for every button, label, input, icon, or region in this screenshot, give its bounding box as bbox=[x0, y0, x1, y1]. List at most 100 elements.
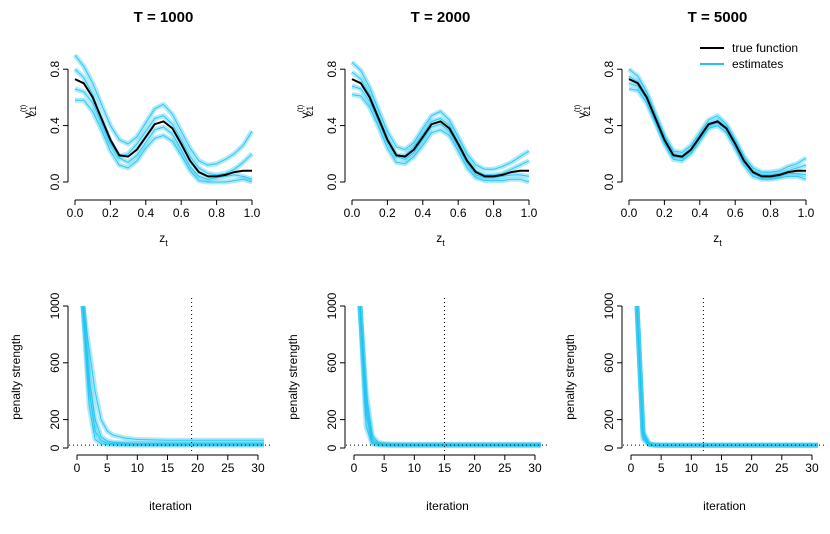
y-axis-label-base: γ bbox=[298, 112, 312, 118]
y-tick-label: 0 bbox=[325, 444, 339, 451]
y-axis-label-sup: (t) bbox=[573, 104, 582, 112]
x-tick-label: 1.0 bbox=[521, 206, 538, 220]
estimate-band bbox=[73, 53, 255, 168]
y-tick-label: 200 bbox=[325, 409, 339, 429]
x-axis-label: iteration bbox=[703, 499, 746, 513]
x-tick-label: 0.8 bbox=[208, 206, 225, 220]
y-axis-label-base: γ bbox=[575, 112, 589, 118]
true-line bbox=[351, 78, 529, 178]
x-tick-label: 1.0 bbox=[798, 206, 815, 220]
estimate-band bbox=[634, 305, 818, 448]
estimate-band bbox=[634, 305, 818, 448]
estimate-line bbox=[628, 82, 807, 179]
y-axis-label: penalty strength bbox=[9, 334, 23, 419]
x-axis-label: zt bbox=[713, 231, 722, 248]
x-tick-label: 20 bbox=[191, 461, 205, 475]
x-tick-label: 0.8 bbox=[762, 206, 779, 220]
x-axis-label: zt bbox=[436, 231, 445, 248]
y-tick-label: 0.4 bbox=[325, 117, 339, 134]
x-tick-label: 5 bbox=[658, 461, 665, 475]
y-tick-label: 0.4 bbox=[48, 117, 62, 134]
y-axis-label-base: γ bbox=[21, 112, 35, 118]
estimate-band bbox=[357, 305, 541, 447]
y-tick-label: 1000 bbox=[325, 292, 339, 319]
estimate-band bbox=[80, 305, 264, 448]
estimate-band bbox=[357, 305, 541, 448]
y-tick-label: 1000 bbox=[48, 292, 62, 319]
x-tick-label: 15 bbox=[161, 461, 175, 475]
x-tick-label: 0.6 bbox=[450, 206, 467, 220]
y-tick-label: 0.0 bbox=[48, 173, 62, 190]
estimate-line bbox=[82, 305, 264, 446]
y-tick-label: 200 bbox=[48, 409, 62, 429]
estimate-band bbox=[357, 305, 541, 448]
y-tick-label: 200 bbox=[602, 409, 616, 429]
x-tick-label: 0 bbox=[74, 461, 81, 475]
estimate-line bbox=[636, 305, 818, 446]
x-axis-label-base: z bbox=[436, 231, 442, 245]
y-tick-label: 0.8 bbox=[48, 61, 62, 78]
estimate-line bbox=[636, 305, 818, 446]
estimate-line bbox=[74, 88, 253, 180]
x-tick-label: 0.0 bbox=[344, 206, 361, 220]
estimate-line bbox=[636, 305, 818, 446]
y-axis-label: penalty strength bbox=[286, 334, 300, 419]
estimate-band bbox=[80, 305, 264, 443]
x-tick-label: 0 bbox=[628, 461, 635, 475]
legend-label: estimates bbox=[732, 57, 783, 71]
x-tick-label: 0.2 bbox=[102, 206, 119, 220]
y-tick-label: 0.8 bbox=[602, 61, 616, 78]
x-tick-label: 15 bbox=[715, 461, 729, 475]
y-tick-label: 0 bbox=[602, 444, 616, 451]
x-tick-label: 15 bbox=[438, 461, 452, 475]
estimate-band bbox=[634, 305, 818, 448]
y-tick-label: 0.4 bbox=[602, 117, 616, 134]
x-tick-label: 1.0 bbox=[244, 206, 261, 220]
x-tick-label: 10 bbox=[131, 461, 145, 475]
estimate-line bbox=[82, 305, 264, 445]
y-axis-label-sup: (t) bbox=[296, 104, 305, 112]
estimate-line bbox=[74, 54, 253, 166]
y-tick-label: 1000 bbox=[602, 292, 616, 319]
x-tick-label: 0.6 bbox=[173, 206, 190, 220]
x-tick-label: 25 bbox=[221, 461, 235, 475]
x-axis-label-base: z bbox=[713, 231, 719, 245]
x-tick-label: 0.4 bbox=[137, 206, 154, 220]
x-tick-label: 30 bbox=[805, 461, 819, 475]
x-tick-label: 0.2 bbox=[656, 206, 673, 220]
y-tick-label: 0.0 bbox=[325, 173, 339, 190]
x-tick-label: 5 bbox=[381, 461, 388, 475]
estimate-line bbox=[82, 305, 264, 445]
y-axis-label-sub: 21 bbox=[28, 106, 38, 116]
estimate-line bbox=[636, 305, 818, 446]
x-tick-label: 0.0 bbox=[67, 206, 84, 220]
x-tick-label: 0.6 bbox=[727, 206, 744, 220]
estimate-line bbox=[628, 68, 807, 173]
true-line bbox=[628, 78, 806, 178]
plot-area bbox=[634, 305, 818, 448]
plot-area bbox=[73, 53, 255, 185]
y-axis-label-sub: 21 bbox=[305, 106, 315, 116]
y-axis-label-sub: 21 bbox=[582, 106, 592, 116]
x-tick-label: 0.4 bbox=[691, 206, 708, 220]
estimate-line bbox=[82, 305, 264, 441]
estimate-band bbox=[80, 305, 264, 447]
x-tick-label: 30 bbox=[528, 461, 542, 475]
estimate-line bbox=[359, 305, 541, 445]
estimate-line bbox=[351, 61, 530, 170]
legend-label: true function bbox=[732, 41, 798, 55]
y-axis-label: γ(t)21 bbox=[573, 104, 592, 118]
y-axis-label: γ(t)21 bbox=[296, 104, 315, 118]
y-tick-label: 600 bbox=[48, 352, 62, 372]
x-axis-label-sub: t bbox=[442, 238, 445, 248]
estimate-line bbox=[359, 305, 541, 446]
x-axis-label: iteration bbox=[149, 499, 192, 513]
x-axis-label-base: z bbox=[159, 231, 165, 245]
x-axis-label: iteration bbox=[426, 499, 469, 513]
true-line bbox=[74, 78, 252, 178]
estimate-band bbox=[628, 86, 807, 182]
y-axis-label: penalty strength bbox=[563, 334, 577, 419]
x-tick-label: 25 bbox=[498, 461, 512, 475]
plot-area bbox=[627, 67, 808, 182]
